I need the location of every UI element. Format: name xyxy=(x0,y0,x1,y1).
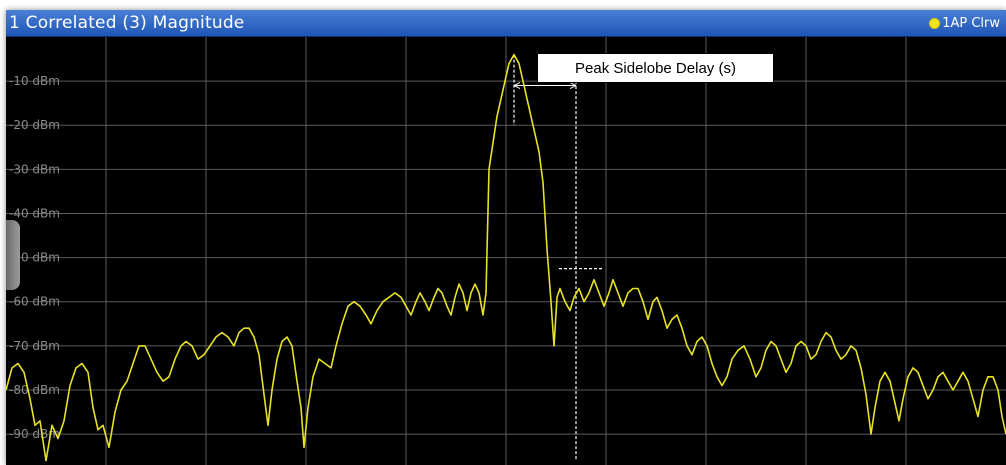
y-tick-label: -90 dBm xyxy=(9,427,60,441)
trace-line xyxy=(6,53,1006,462)
window-titlebar[interactable]: 1 Correlated (3) Magnitude 1AP Clrw xyxy=(6,10,1006,37)
y-tick-label: -50 dBm xyxy=(9,251,60,265)
y-tick-label: -40 dBm xyxy=(9,206,60,220)
trace-indicator[interactable]: 1AP Clrw xyxy=(929,16,1000,31)
magnitude-plot: -10 dBm -20 dBm -30 dBm -40 dBm -50 dBm -60 d… xyxy=(6,37,1006,465)
delay-arrow-head-right xyxy=(569,82,577,89)
y-tick-label: -20 dBm xyxy=(9,118,60,132)
side-panel-handle[interactable] xyxy=(6,220,20,290)
annotation-box: Peak Sidelobe Delay (s) xyxy=(537,53,774,83)
y-tick-label: -60 dBm xyxy=(9,295,60,309)
correlated-magnitude-window: 1 Correlated (3) Magnitude 1AP Clrw -10 … xyxy=(6,10,1006,465)
trace-label: 1AP Clrw xyxy=(942,16,1000,31)
y-tick-labels: -10 dBm -20 dBm -30 dBm -40 dBm -50 dBm -60 d… xyxy=(9,74,60,441)
y-tick-label: -10 dBm xyxy=(9,74,60,88)
y-tick-label: -80 dBm xyxy=(9,383,60,397)
trace-dot-icon xyxy=(929,18,941,29)
delay-arrow-head-left xyxy=(513,82,521,89)
plot-grid xyxy=(6,37,1006,465)
y-tick-label: -70 dBm xyxy=(9,339,60,353)
window-title: 1 Correlated (3) Magnitude xyxy=(9,13,245,33)
y-tick-label: -30 dBm xyxy=(9,162,60,176)
